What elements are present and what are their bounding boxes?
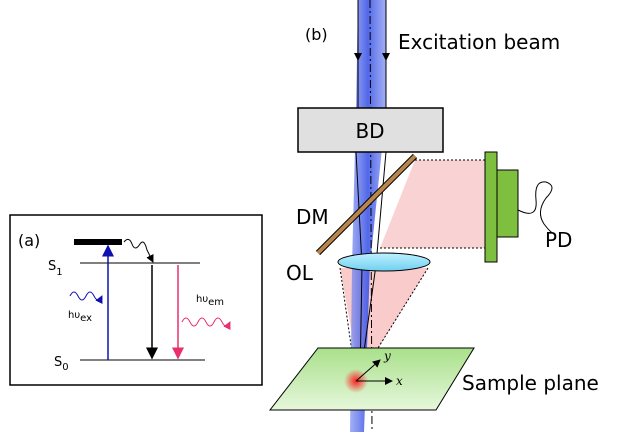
panel-label: (a) — [18, 231, 40, 250]
level-sub: 1 — [56, 267, 62, 278]
sample-plane — [270, 348, 474, 410]
photon-sub: ex — [80, 313, 92, 324]
bd-label: BD — [355, 119, 384, 143]
level-base: S — [54, 355, 62, 370]
dm-label: DM — [296, 205, 329, 229]
sample-label: Sample plane — [462, 371, 599, 395]
pd-body — [497, 170, 518, 237]
panel-b: BD x y (b) Excitation beam DM OL PD Samp… — [270, 0, 599, 432]
vibrational-level — [74, 239, 122, 245]
ol-label: OL — [286, 261, 314, 285]
beam-label: Excitation beam — [398, 30, 560, 54]
photon-base: hυ — [196, 294, 208, 305]
pd-body — [485, 152, 497, 262]
objective-lens — [338, 253, 430, 271]
axis-label: y — [383, 349, 391, 363]
axis-label: x — [396, 374, 403, 388]
level-sub: 0 — [62, 362, 68, 373]
panel-a: (a) S1 S0 hυex hυem — [10, 215, 262, 385]
pd-label: PD — [545, 228, 572, 252]
photon-base: hυ — [68, 310, 80, 321]
photon-sub: em — [208, 297, 224, 308]
diagram: (a) S1 S0 hυex hυem BD — [0, 0, 623, 432]
level-base: S — [48, 259, 56, 274]
panel-label: (b) — [305, 25, 328, 44]
pd-wire — [518, 182, 554, 234]
